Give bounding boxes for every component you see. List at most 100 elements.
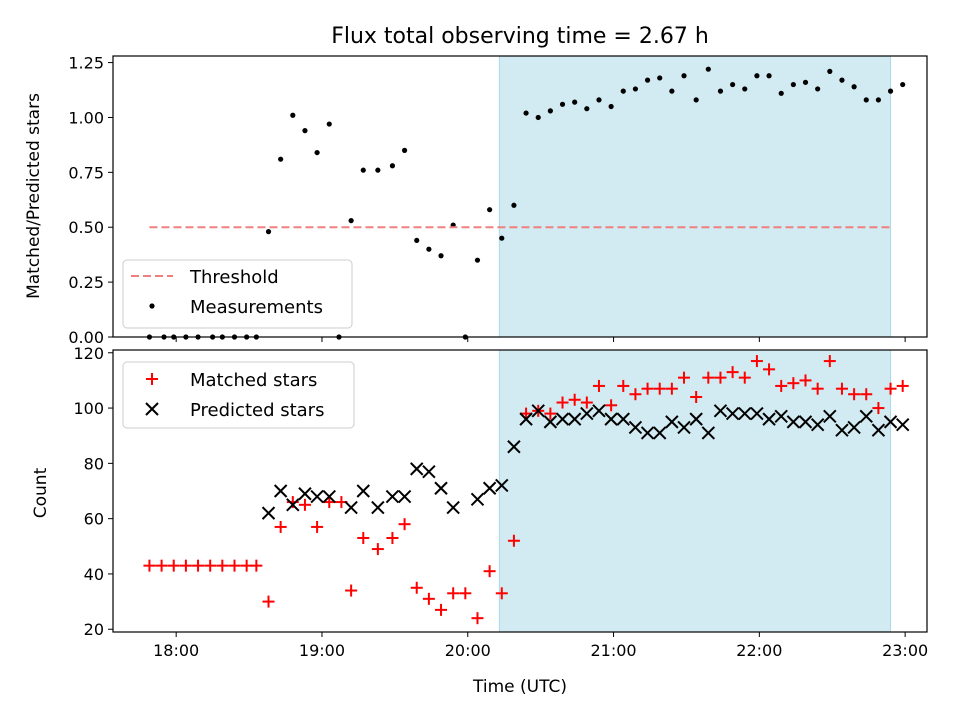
- measurement-point: [278, 156, 284, 162]
- predicted-star-point: [762, 412, 776, 426]
- bottom-y-tick-label: 100: [73, 399, 104, 418]
- measurement-point: [851, 84, 857, 90]
- measurement-point: [839, 77, 845, 83]
- matched-star-point: [155, 559, 168, 572]
- predicted-star-point: [397, 489, 412, 504]
- measurement-point: [802, 79, 809, 85]
- matched-star-point: [568, 393, 581, 406]
- predicted-star-point: [750, 406, 764, 421]
- measurement-point: [681, 73, 687, 79]
- matched-star-point: [192, 559, 205, 572]
- measurement-point: [875, 97, 882, 103]
- predicted-star-point: [677, 420, 691, 435]
- predicted-star-point: [507, 440, 521, 454]
- predicted-star-point: [286, 498, 300, 512]
- top-plot-frame: [112, 55, 928, 338]
- predicted-star-point: [580, 406, 594, 421]
- matched-star-point: [556, 396, 569, 409]
- matched-star-point: [799, 374, 812, 387]
- matched-star-point: [410, 581, 423, 594]
- bottom-y-tick-label: 80: [84, 454, 104, 473]
- matched-star-point: [495, 587, 508, 600]
- top-legend: Threshold Measurements: [122, 259, 353, 329]
- matched-star-point: [860, 388, 873, 401]
- matched-star-point: [787, 377, 800, 390]
- bottom-y-tick-label: 60: [84, 510, 104, 529]
- measurement-point: [754, 73, 760, 79]
- matched-star-point: [738, 371, 751, 384]
- matched-star-point: [435, 603, 448, 616]
- matched-star-point: [371, 543, 384, 556]
- matched-star-point: [775, 379, 788, 392]
- measurement-point: [523, 110, 529, 116]
- x-tick-label: 23:00: [882, 641, 928, 660]
- matched-star-point: [653, 382, 666, 395]
- predicted-star-point: [446, 500, 460, 515]
- measurement-point: [302, 128, 308, 134]
- predicted-star-point: [798, 415, 813, 429]
- matched-star-point: [580, 396, 593, 409]
- matched-star-point: [298, 498, 311, 511]
- x-tick-label: 19:00: [299, 641, 345, 660]
- matched-star-point: [483, 565, 496, 578]
- predicted-star-point: [701, 426, 716, 440]
- predicted-star-point: [774, 409, 788, 424]
- bottom-points: [143, 355, 910, 625]
- matched-star-point: [811, 382, 824, 395]
- predicted-star-point: [531, 404, 545, 418]
- predicted-star-point: [871, 423, 886, 437]
- measurement-point: [572, 99, 578, 105]
- measurement-point: [632, 86, 639, 92]
- legend-threshold-label: Threshold: [189, 267, 279, 288]
- matched-star-point: [665, 382, 678, 395]
- matched-star-point: [323, 496, 336, 509]
- predicted-star-point: [592, 404, 606, 418]
- matched-star-point: [179, 559, 192, 572]
- bottom-plot-frame: [112, 349, 928, 633]
- top-y-tick-label: 0.00: [68, 328, 104, 347]
- predicted-star-point: [310, 489, 324, 504]
- top-y-tick-label: 0.75: [68, 163, 104, 182]
- measurement-point: [766, 73, 772, 79]
- predicted-star-point: [422, 464, 436, 479]
- predicted-star-point: [495, 478, 509, 493]
- top-axis-ticks: 0.00 0.25 0.50 0.75 1.00 1.25: [68, 54, 906, 347]
- measurement-point: [426, 246, 432, 252]
- matched-star-point: [544, 407, 557, 420]
- predicted-star-point: [847, 420, 861, 435]
- measurement-point: [596, 97, 602, 103]
- matched-star-point: [896, 379, 909, 392]
- measurement-point: [778, 90, 784, 96]
- predicted-star-point: [689, 412, 703, 426]
- matched-star-point: [617, 379, 630, 392]
- measurement-point: [265, 229, 272, 235]
- measurement-point: [375, 167, 381, 173]
- measurement-point: [474, 257, 481, 263]
- legend-matched-swatch: [146, 373, 158, 385]
- predicted-star-point: [823, 409, 837, 424]
- matched-star-point: [357, 532, 370, 544]
- measurement-point: [644, 77, 651, 83]
- measurement-point: [535, 114, 541, 121]
- predicted-star-point: [261, 506, 276, 520]
- bottom-panel: 20 40 60 80 100 120 18:00 19:00 20:00 21:00 22:00 2…: [31, 344, 928, 697]
- predicted-star-point: [713, 404, 728, 418]
- predicted-star-point: [482, 481, 497, 495]
- measurement-point: [900, 81, 906, 88]
- matched-star-point: [835, 382, 848, 395]
- predicted-star-point: [410, 462, 424, 476]
- x-tick-label: 18:00: [153, 641, 199, 660]
- measurement-point: [705, 66, 711, 72]
- measurement-point: [499, 235, 505, 241]
- matched-star-point: [398, 518, 411, 531]
- bottom-legend: Matched stars Predicted stars: [122, 361, 355, 429]
- matched-star-point: [447, 587, 460, 600]
- measurement-point: [717, 88, 724, 94]
- x-tick-label: 20:00: [445, 641, 491, 660]
- matched-star-point: [386, 532, 399, 544]
- measurement-point: [290, 112, 296, 118]
- measurement-point: [401, 147, 408, 153]
- matched-star-point: [750, 355, 763, 368]
- bottom-y-axis-label: Count: [31, 467, 51, 518]
